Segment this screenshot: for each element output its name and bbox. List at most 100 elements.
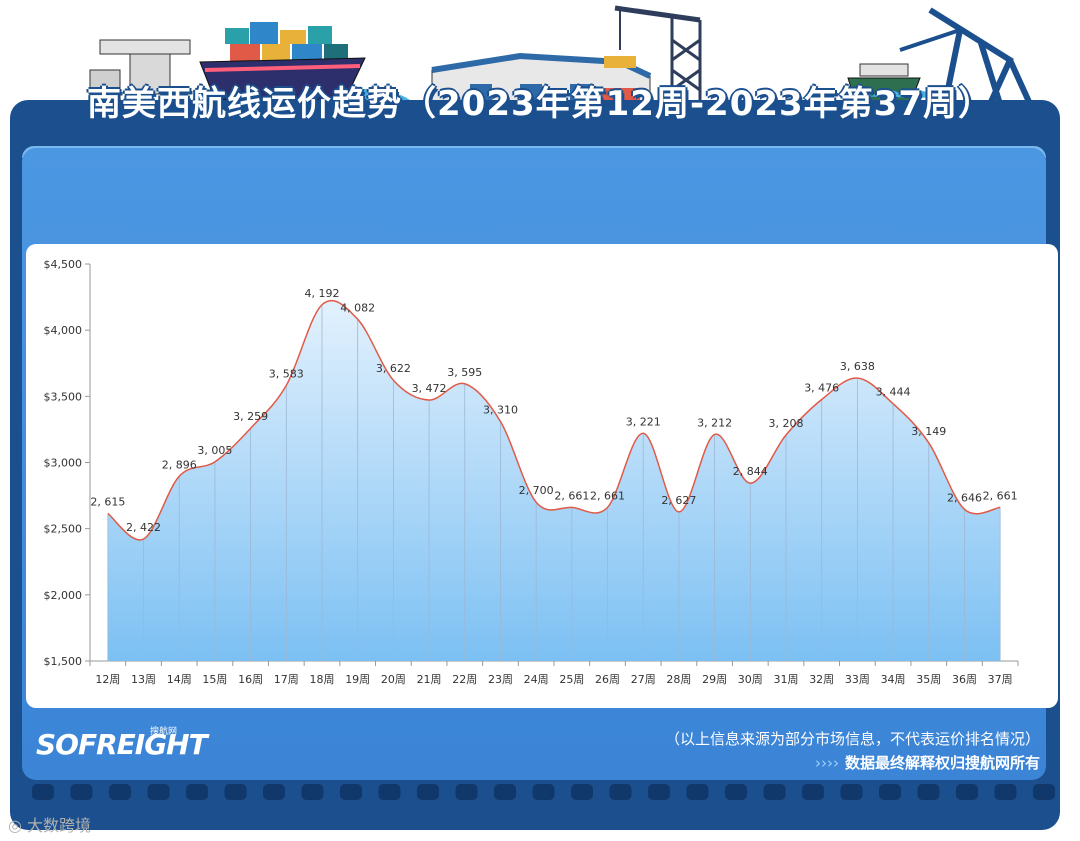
frame-tab	[455, 784, 478, 800]
footer-watermark: ◎ 大数跨境	[8, 812, 91, 836]
frame-tab	[417, 784, 439, 800]
harbor-illustration	[89, 5, 1033, 106]
x-tick-label: 30周	[738, 673, 763, 686]
frame-tab	[802, 784, 824, 800]
y-tick-label: $2,500	[44, 523, 83, 536]
x-axis: 12周 13周 14周 15周 16周 17周 18周 19周 20周 21周 22周 23周 24周 2…	[89, 660, 1019, 686]
frame-tab	[956, 784, 978, 800]
data-label: 2, 422	[126, 521, 161, 534]
data-label: 2, 627	[661, 494, 696, 507]
frame-tab	[763, 784, 786, 800]
frame-tab	[609, 784, 632, 800]
frame-tab	[340, 784, 362, 800]
data-label: 2, 661	[554, 489, 589, 502]
x-tick-label: 12周	[95, 673, 120, 686]
data-label: 2, 896	[162, 458, 197, 471]
x-tick-label: 16周	[238, 673, 263, 686]
gantry-crane-illustration	[899, 7, 1033, 106]
warehouse-illustration	[431, 52, 652, 105]
data-label: 2, 646	[947, 491, 982, 504]
series-line	[107, 299, 1001, 541]
data-label: 3, 212	[697, 416, 732, 429]
sofreight-logo: SOFREIGHT	[36, 728, 208, 761]
x-tick-label: 14周	[167, 673, 192, 686]
data-label: 3, 149	[911, 425, 946, 438]
drop-lines	[107, 304, 1001, 661]
frame-tab	[147, 784, 170, 800]
y-tick-label: $4,000	[44, 324, 83, 337]
data-label: 3, 595	[447, 366, 482, 379]
x-tick-label: 26周	[595, 673, 620, 686]
data-label: 2, 661	[983, 489, 1018, 502]
copyright-text: 数据最终解释权归搜航网所有	[844, 754, 1040, 772]
data-label: 4, 192	[305, 287, 340, 300]
frame-tab	[648, 784, 670, 800]
x-tick-label: 36周	[952, 673, 977, 686]
container-ship-illustration	[199, 22, 410, 101]
frame-tab	[70, 784, 93, 800]
x-tick-label: 31周	[774, 673, 799, 686]
data-label: 3, 472	[412, 382, 447, 395]
arrows-icon: ››››	[814, 754, 839, 772]
y-tick-label: $3,000	[44, 457, 83, 470]
frame-tab	[917, 784, 940, 800]
frame-tab	[725, 784, 747, 800]
x-tick-label: 27周	[631, 673, 656, 686]
frame-tab	[263, 784, 285, 800]
x-tick-label: 23周	[488, 673, 513, 686]
x-tick-label: 15周	[202, 673, 227, 686]
x-tick-label: 37周	[988, 673, 1013, 686]
data-label: 2, 700	[519, 484, 554, 497]
frame-tab	[301, 784, 324, 800]
x-tick-label: 28周	[666, 673, 691, 686]
chart-panel: $1,500 $2,000 $2,500 $3,000 $3,500 $4,000 $4,5…	[26, 244, 1058, 708]
frame-tab	[32, 784, 54, 800]
data-label: 2, 661	[590, 489, 625, 502]
y-axis: $1,500 $2,000 $2,500 $3,000 $3,500 $4,000 $4,5…	[44, 258, 91, 668]
data-label: 3, 622	[376, 362, 411, 375]
data-label: 3, 638	[840, 360, 875, 373]
area-chart: $1,500 $2,000 $2,500 $3,000 $3,500 $4,000 $4,5…	[44, 258, 1019, 686]
frame-tabs	[32, 784, 1055, 800]
logo-subtitle: 搜航网	[150, 727, 178, 737]
data-label: 3, 259	[233, 410, 268, 423]
watermark-icon: ◎	[8, 816, 28, 835]
copyright-note: ›››› 数据最终解释权归搜航网所有	[815, 752, 1040, 773]
x-tick-label: 18周	[310, 673, 335, 686]
frame-tab	[532, 784, 555, 800]
x-tick-label: 21周	[417, 673, 442, 686]
x-tick-label: 24周	[524, 673, 549, 686]
x-tick-label: 29周	[702, 673, 727, 686]
frame-tab	[686, 784, 709, 800]
source-footnote: （以上信息来源为部分市场信息，不代表运价排名情况）	[664, 730, 1040, 748]
x-tick-label: 35周	[916, 673, 941, 686]
x-tick-label: 13周	[131, 673, 156, 686]
frame-tab	[224, 784, 247, 800]
frame-tab	[494, 784, 516, 800]
y-tick-label: $1,500	[44, 655, 83, 668]
data-label: 3, 310	[483, 403, 518, 416]
watermark-text: 大数跨境	[27, 816, 92, 835]
y-tick-label: $4,500	[44, 258, 83, 271]
x-tick-label: 17周	[274, 673, 299, 686]
area-fill	[107, 300, 1001, 661]
frame-tab	[186, 784, 208, 800]
cruise-ship-illustration	[838, 63, 936, 105]
data-label: 3, 221	[626, 415, 661, 428]
frame-tab	[1033, 784, 1055, 800]
data-label: 2, 615	[90, 495, 125, 508]
data-label: 3, 583	[269, 367, 304, 380]
data-label: 3, 476	[804, 382, 839, 395]
x-tick-label: 33周	[845, 673, 870, 686]
frame-tab	[840, 784, 863, 800]
data-label: 2, 844	[733, 465, 768, 478]
data-label: 3, 208	[769, 417, 804, 430]
y-tick-label: $3,500	[44, 390, 83, 403]
frame-tab	[571, 784, 593, 800]
x-tick-label: 25周	[559, 673, 584, 686]
x-tick-label: 34周	[881, 673, 906, 686]
crane-illustration	[89, 39, 191, 106]
x-tick-label: 22周	[452, 673, 477, 686]
frame-tab	[378, 784, 401, 800]
